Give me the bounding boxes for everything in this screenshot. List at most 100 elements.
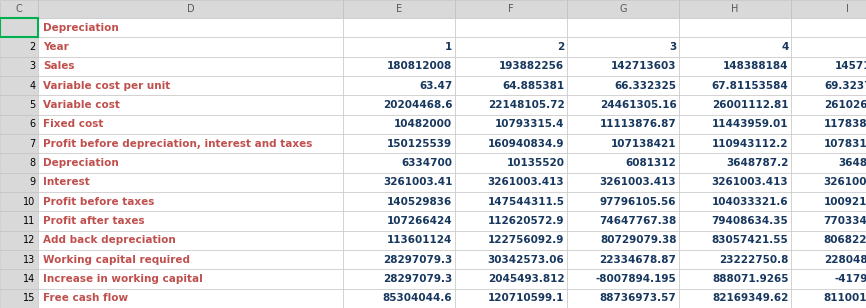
- Text: Profit before taxes: Profit before taxes: [43, 197, 154, 207]
- Bar: [679, 57, 791, 76]
- Text: 110943112.2: 110943112.2: [712, 139, 788, 149]
- Text: 100921644.9: 100921644.9: [824, 197, 866, 207]
- Text: 150125539: 150125539: [387, 139, 452, 149]
- Text: 13: 13: [23, 255, 36, 265]
- Text: Add back depreciation: Add back depreciation: [43, 235, 176, 245]
- Bar: [567, 0, 679, 18]
- Text: 6081312: 6081312: [625, 158, 676, 168]
- Text: 24461305.16: 24461305.16: [599, 100, 676, 110]
- Bar: [38, 0, 343, 18]
- Bar: [343, 173, 455, 192]
- Text: 10793315.4: 10793315.4: [495, 119, 565, 129]
- Text: 4: 4: [781, 42, 788, 52]
- Bar: [343, 95, 455, 115]
- Bar: [0, 95, 38, 115]
- Bar: [567, 231, 679, 250]
- Bar: [567, 37, 679, 57]
- Text: 12: 12: [23, 235, 36, 245]
- Bar: [455, 173, 567, 192]
- Text: 22148105.72: 22148105.72: [488, 100, 565, 110]
- Text: G: G: [619, 4, 627, 14]
- Text: 3648787.2: 3648787.2: [726, 158, 788, 168]
- Bar: [679, 95, 791, 115]
- Bar: [455, 0, 567, 18]
- Text: D: D: [187, 4, 194, 14]
- Bar: [343, 289, 455, 308]
- Text: 2: 2: [557, 42, 565, 52]
- Text: Year: Year: [43, 42, 69, 52]
- Text: 15: 15: [23, 293, 36, 303]
- Text: 85304044.6: 85304044.6: [383, 293, 452, 303]
- Bar: [679, 269, 791, 289]
- Text: 83057421.55: 83057421.55: [712, 235, 788, 245]
- Text: 112620572.9: 112620572.9: [488, 216, 565, 226]
- Bar: [791, 211, 866, 231]
- Text: Working capital required: Working capital required: [43, 255, 191, 265]
- Text: Increase in working capital: Increase in working capital: [43, 274, 203, 284]
- Text: 148388184: 148388184: [723, 61, 788, 71]
- Bar: [455, 57, 567, 76]
- Bar: [455, 134, 567, 153]
- Bar: [0, 231, 38, 250]
- Text: 3261003.413: 3261003.413: [488, 177, 565, 187]
- Bar: [343, 0, 455, 18]
- Bar: [0, 192, 38, 211]
- Text: 22804848.85: 22804848.85: [824, 255, 866, 265]
- Text: Profit before depreciation, interest and taxes: Profit before depreciation, interest and…: [43, 139, 313, 149]
- Text: Sales: Sales: [43, 61, 74, 71]
- Bar: [567, 211, 679, 231]
- Bar: [343, 76, 455, 95]
- Bar: [343, 134, 455, 153]
- Bar: [455, 95, 567, 115]
- Bar: [38, 289, 343, 308]
- Text: 8: 8: [29, 158, 36, 168]
- Bar: [0, 57, 38, 76]
- Bar: [38, 211, 343, 231]
- Bar: [38, 269, 343, 289]
- Bar: [0, 289, 38, 308]
- Bar: [38, 153, 343, 173]
- Text: Depreciation: Depreciation: [43, 23, 119, 33]
- Bar: [343, 37, 455, 57]
- Text: 2: 2: [29, 42, 36, 52]
- Text: 107138421: 107138421: [611, 139, 676, 149]
- Bar: [791, 231, 866, 250]
- Bar: [679, 211, 791, 231]
- Bar: [455, 289, 567, 308]
- Text: 11: 11: [23, 216, 36, 226]
- Bar: [455, 211, 567, 231]
- Text: 10135520: 10135520: [507, 158, 565, 168]
- Text: 28297079.3: 28297079.3: [383, 255, 452, 265]
- Bar: [791, 153, 866, 173]
- Bar: [38, 192, 343, 211]
- Bar: [38, 95, 343, 115]
- Text: Fixed cost: Fixed cost: [43, 119, 104, 129]
- Bar: [343, 18, 455, 37]
- Bar: [679, 37, 791, 57]
- Text: 2045493.812: 2045493.812: [488, 274, 565, 284]
- Text: 14: 14: [23, 274, 36, 284]
- Text: 10: 10: [23, 197, 36, 207]
- Bar: [455, 76, 567, 95]
- Text: 23222750.8: 23222750.8: [719, 255, 788, 265]
- Text: Variable cost per unit: Variable cost per unit: [43, 81, 171, 91]
- Bar: [567, 134, 679, 153]
- Text: 3261003.413: 3261003.413: [712, 177, 788, 187]
- Text: 147544311.5: 147544311.5: [488, 197, 565, 207]
- Bar: [567, 250, 679, 269]
- Text: 104033321.6: 104033321.6: [712, 197, 788, 207]
- Bar: [343, 269, 455, 289]
- Bar: [343, 192, 455, 211]
- Text: 88736973.57: 88736973.57: [599, 293, 676, 303]
- Bar: [567, 95, 679, 115]
- Bar: [679, 115, 791, 134]
- Bar: [38, 231, 343, 250]
- Text: F: F: [508, 4, 514, 14]
- Text: E: E: [396, 4, 402, 14]
- Text: 22334678.87: 22334678.87: [599, 255, 676, 265]
- Bar: [455, 37, 567, 57]
- Bar: [791, 134, 866, 153]
- Bar: [679, 153, 791, 173]
- Text: 80682278.77: 80682278.77: [824, 235, 866, 245]
- Text: 160940834.9: 160940834.9: [488, 139, 565, 149]
